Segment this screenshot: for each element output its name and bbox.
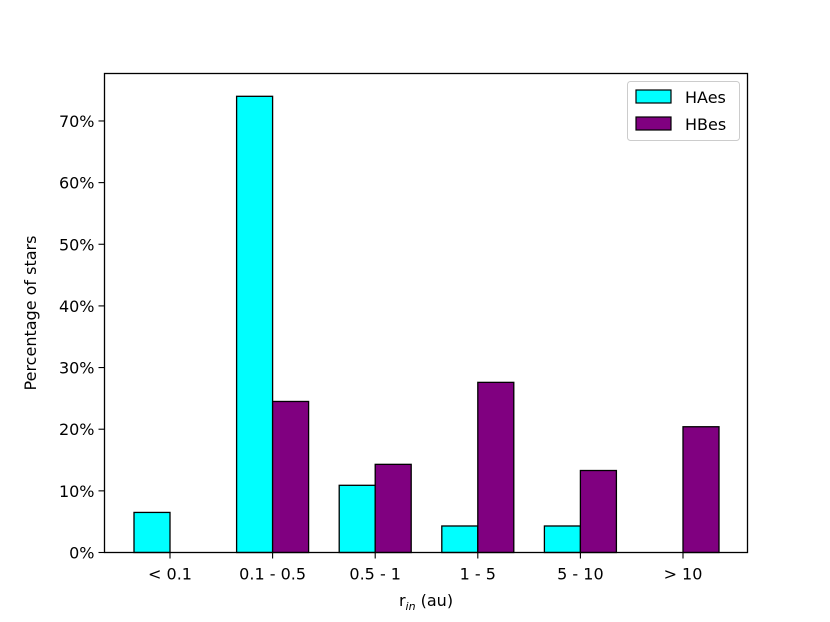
bar-hbes-2 — [271, 400, 310, 554]
y-axis-label: Percentage of stars — [21, 236, 40, 391]
bar-hbes-4 — [477, 381, 515, 554]
legend-label-haes: HAes — [685, 88, 726, 107]
legend-swatch-hbes — [635, 116, 672, 131]
y-tick-label: 40% — [59, 297, 95, 316]
x-tick-label: < 0.1 — [148, 565, 192, 584]
x-tick-label: 0.1 - 0.5 — [239, 565, 306, 584]
y-axis: 0% 10% 20% 30% 40% 50% 60% 70% — [59, 112, 105, 563]
y-tick-label: 70% — [59, 112, 95, 131]
bar-haes-3 — [338, 484, 376, 554]
x-axis-label-unit: (au) — [416, 591, 454, 610]
y-tick-label: 50% — [59, 235, 95, 254]
x-tick-label: 0.5 - 1 — [349, 565, 401, 584]
x-axis-label-subscript: in — [406, 600, 416, 613]
y-tick-label: 20% — [59, 420, 95, 439]
bars-layer — [133, 95, 720, 554]
legend: HAes HBes — [627, 81, 740, 141]
y-tick-label: 60% — [59, 174, 95, 193]
y-tick-label: 30% — [59, 359, 95, 378]
x-tick-label: 1 - 5 — [460, 565, 496, 584]
x-axis-label-main: r — [399, 591, 406, 610]
x-tick-label: > 10 — [664, 565, 703, 584]
y-tick-label: 10% — [59, 482, 95, 501]
y-tick-label: 0% — [69, 544, 94, 563]
legend-swatch-haes — [635, 89, 672, 104]
bar-haes-2 — [235, 95, 274, 554]
legend-label-hbes: HBes — [685, 115, 726, 134]
plot-frame — [103, 72, 749, 554]
bar-haes-5 — [543, 525, 582, 554]
bar-hbes-5 — [579, 469, 618, 554]
bar-hbes-6 — [682, 426, 720, 554]
x-axis: < 0.1 0.1 - 0.5 0.5 - 1 1 - 5 5 - 10 > 10 — [148, 552, 703, 584]
bar-haes-1 — [133, 511, 171, 554]
x-axis-label: rin (au) — [399, 591, 453, 613]
bar-hbes-3 — [374, 463, 412, 554]
x-tick-label: 5 - 10 — [557, 565, 603, 584]
bar-haes-4 — [441, 525, 479, 554]
